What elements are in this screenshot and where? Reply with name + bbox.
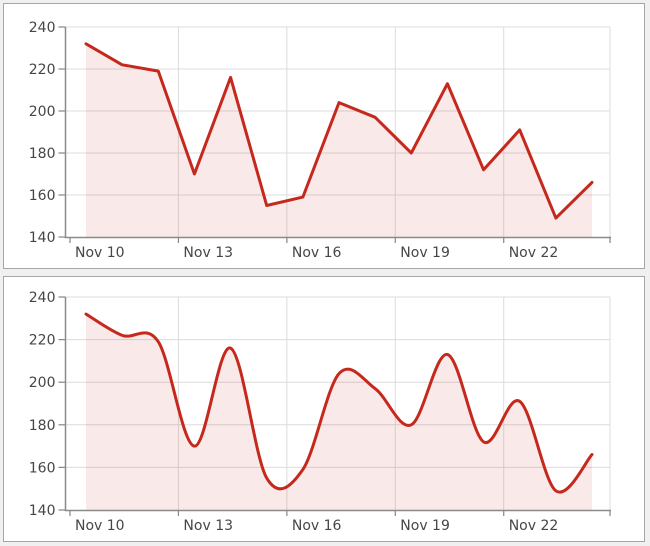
chart-panel-spline: 140 160 180 200 220 240 Nov 10 Nov 13 Nov 16 Nov … xyxy=(3,276,645,542)
y-axis-label: 200 xyxy=(29,375,56,391)
y-axis-label: 220 xyxy=(29,62,56,78)
x-axis-label: Nov 13 xyxy=(183,518,233,534)
y-axis-label: 140 xyxy=(29,230,56,246)
y-axis-label: 160 xyxy=(29,460,56,476)
linear-area-chart-canvas[interactable]: 140 160 180 200 220 240 Nov 10 Nov 13 Nov 16 Nov … xyxy=(4,4,644,268)
series-area-fill xyxy=(86,314,592,510)
x-axis-label: Nov 19 xyxy=(400,245,450,261)
y-axis-label: 140 xyxy=(29,503,56,519)
y-axis-label: 160 xyxy=(29,188,56,204)
x-axis-label: Nov 13 xyxy=(183,245,233,261)
y-axis-label: 240 xyxy=(29,290,56,306)
x-axis-label: Nov 22 xyxy=(509,245,559,261)
series-line xyxy=(84,312,594,494)
y-axis-label: 240 xyxy=(29,20,56,36)
x-axis-label: Nov 16 xyxy=(292,245,342,261)
x-axis-label: Nov 10 xyxy=(75,518,125,534)
y-axis-label: 180 xyxy=(29,146,56,162)
x-axis-label: Nov 22 xyxy=(509,518,559,534)
spline-area-chart-canvas[interactable]: 140 160 180 200 220 240 Nov 10 Nov 13 Nov 16 Nov … xyxy=(4,277,644,541)
series-area-fill xyxy=(86,43,592,237)
y-axis-label: 220 xyxy=(29,333,56,349)
y-axis-label: 200 xyxy=(29,104,56,120)
y-axis-label: 180 xyxy=(29,418,56,434)
x-axis-label: Nov 19 xyxy=(400,518,450,534)
chart-panel-linear: 140 160 180 200 220 240 Nov 10 Nov 13 Nov 16 Nov … xyxy=(3,3,645,269)
series-line xyxy=(84,42,594,220)
x-axis-label: Nov 16 xyxy=(292,518,342,534)
x-axis-label: Nov 10 xyxy=(75,245,125,261)
